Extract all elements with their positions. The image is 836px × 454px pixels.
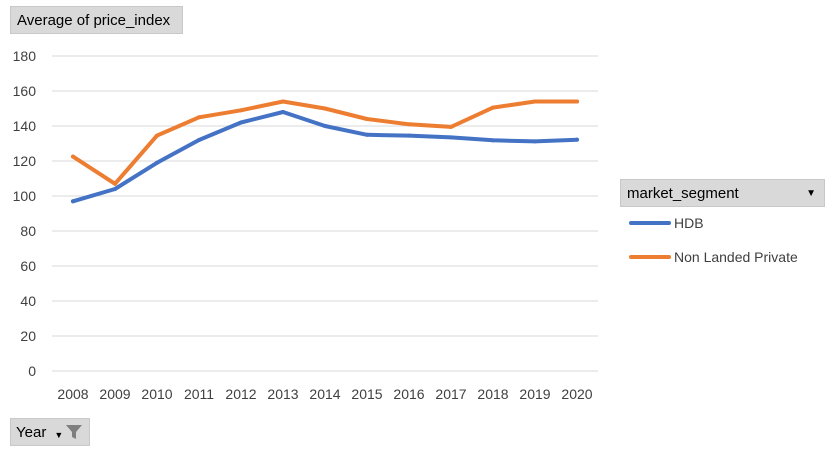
- y-tick-label: 160: [13, 83, 37, 99]
- x-tick-label: 2016: [393, 386, 424, 402]
- x-tick-label: 2013: [267, 386, 298, 402]
- legend-field-button[interactable]: market_segment ▼: [620, 179, 825, 207]
- y-tick-label: 60: [20, 258, 36, 274]
- x-tick-label: 2009: [99, 386, 130, 402]
- y-tick-label: 120: [13, 153, 37, 169]
- data-point[interactable]: [449, 135, 453, 140]
- data-point[interactable]: [533, 99, 537, 104]
- data-point[interactable]: [197, 138, 201, 142]
- data-point[interactable]: [407, 133, 411, 138]
- data-point[interactable]: [239, 108, 243, 113]
- x-tick-label: 2010: [141, 386, 172, 402]
- data-point[interactable]: [365, 117, 369, 121]
- data-point[interactable]: [197, 115, 201, 120]
- y-tick-label: 100: [13, 188, 37, 204]
- data-point[interactable]: [491, 105, 495, 110]
- x-tick-label: 2019: [519, 386, 550, 402]
- data-point[interactable]: [533, 139, 537, 144]
- y-tick-label: 20: [20, 328, 36, 344]
- y-tick-label: 40: [20, 293, 36, 309]
- year-field-label: Year: [16, 423, 47, 441]
- x-axis-ticks: 2008 2009 2010 2011 2012 2013 2014 2015 2016 2017…: [57, 386, 592, 402]
- series-line-non-landed-private[interactable]: [71, 99, 579, 186]
- x-tick-label: 2018: [477, 386, 508, 402]
- series-lines: [71, 99, 579, 204]
- data-point[interactable]: [365, 132, 369, 137]
- data-point[interactable]: [281, 110, 285, 114]
- x-tick-label: 2008: [57, 386, 88, 402]
- x-tick-label: 2020: [561, 386, 592, 402]
- value-field-button[interactable]: Average of price_index: [10, 6, 183, 34]
- legend-label-non-landed-private: Non Landed Private: [674, 249, 798, 265]
- dropdown-arrow-icon: ▼: [806, 188, 816, 199]
- value-field-label: Average of price_index: [17, 11, 171, 29]
- legend-item-hdb[interactable]: HDB: [629, 213, 704, 233]
- data-point[interactable]: [71, 199, 75, 204]
- legend-label-hdb: HDB: [674, 215, 704, 231]
- x-tick-label: 2014: [309, 386, 340, 402]
- y-axis-ticks: 0 20 40 60 80 100 120 140 160 180: [13, 48, 37, 379]
- x-tick-label: 2012: [225, 386, 256, 402]
- y-tick-label: 80: [20, 223, 36, 239]
- data-point[interactable]: [407, 122, 411, 127]
- data-point[interactable]: [71, 154, 75, 159]
- data-point[interactable]: [323, 124, 327, 128]
- y-tick-label: 0: [28, 363, 36, 379]
- data-point[interactable]: [449, 124, 453, 129]
- y-tick-label: 140: [13, 118, 37, 134]
- x-tick-label: 2017: [435, 386, 466, 402]
- x-tick-label: 2015: [351, 386, 382, 402]
- legend-item-non-landed-private[interactable]: Non Landed Private: [629, 247, 798, 267]
- data-point[interactable]: [155, 160, 159, 165]
- data-point[interactable]: [113, 181, 117, 186]
- legend-swatch-hdb: [629, 221, 671, 225]
- year-field-button[interactable]: Year ▼: [10, 418, 90, 446]
- x-tick-label: 2011: [184, 386, 214, 402]
- data-point[interactable]: [239, 120, 243, 125]
- y-tick-label: 180: [13, 48, 37, 64]
- dropdown-arrow-icon[interactable]: ▼: [54, 430, 64, 440]
- data-point[interactable]: [575, 99, 579, 104]
- legend-title: market_segment: [627, 184, 739, 202]
- legend-swatch-non-landed-private: [629, 255, 671, 259]
- data-point[interactable]: [323, 106, 327, 111]
- data-point[interactable]: [113, 187, 117, 191]
- data-point[interactable]: [281, 99, 285, 104]
- data-point[interactable]: [575, 137, 579, 142]
- filter-icon[interactable]: [65, 423, 83, 441]
- data-point[interactable]: [155, 133, 159, 138]
- data-point[interactable]: [491, 138, 495, 143]
